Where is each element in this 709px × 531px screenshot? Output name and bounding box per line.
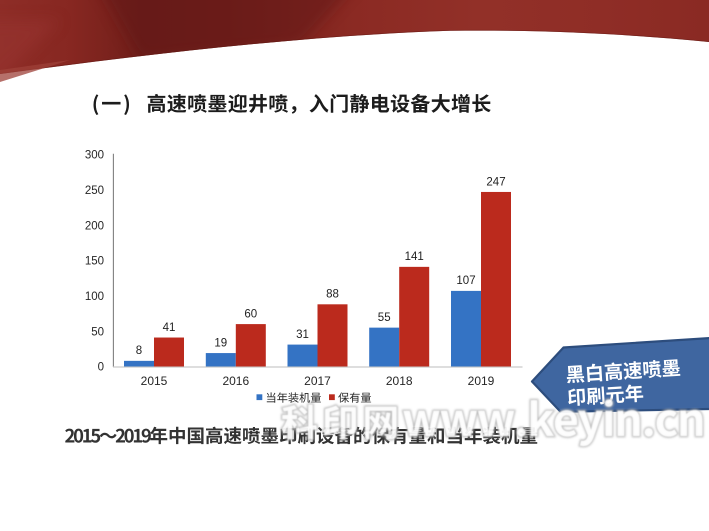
svg-text:247: 247	[486, 176, 505, 188]
svg-text:300: 300	[85, 150, 104, 162]
svg-text:141: 141	[405, 251, 424, 263]
svg-text:2017: 2017	[304, 374, 331, 388]
svg-text:150: 150	[85, 256, 104, 268]
svg-text:60: 60	[244, 308, 257, 320]
svg-text:2018: 2018	[386, 374, 413, 388]
svg-text:107: 107	[456, 275, 475, 287]
svg-text:31: 31	[296, 329, 309, 341]
svg-text:250: 250	[85, 185, 104, 197]
svg-text:100: 100	[85, 291, 104, 303]
svg-text:2016: 2016	[222, 374, 249, 388]
svg-text:50: 50	[91, 326, 104, 338]
svg-text:2019: 2019	[468, 374, 495, 388]
svg-text:8: 8	[136, 345, 142, 357]
svg-text:200: 200	[85, 220, 104, 232]
svg-text:2015: 2015	[141, 374, 168, 388]
svg-text:55: 55	[378, 312, 391, 324]
svg-text:88: 88	[326, 289, 339, 301]
svg-text:41: 41	[163, 322, 176, 334]
svg-text:0: 0	[98, 362, 104, 374]
svg-text:19: 19	[214, 337, 227, 349]
